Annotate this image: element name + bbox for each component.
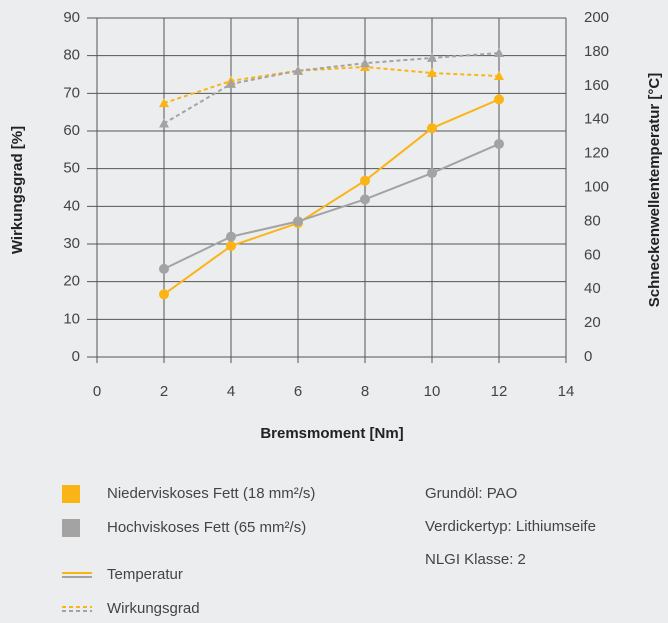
series-line xyxy=(163,143,500,270)
legend-label: Wirkungsgrad xyxy=(107,600,200,617)
x-axis-title: Bremsmoment [Nm] xyxy=(260,425,403,442)
y2-tick-label: 100 xyxy=(584,178,609,195)
marker xyxy=(159,98,169,108)
marker xyxy=(494,71,504,81)
legend-swatch xyxy=(62,519,80,537)
marker xyxy=(226,78,236,88)
marker xyxy=(226,240,236,251)
marker xyxy=(427,52,437,62)
x-tick-label: 2 xyxy=(160,383,168,400)
y2-tick-label: 0 xyxy=(584,348,592,365)
marker xyxy=(494,138,504,149)
marker xyxy=(494,48,504,58)
y-tick-label: 10 xyxy=(63,310,80,327)
y-axis-title: Wirkungsgrad [%] xyxy=(9,126,26,254)
marker xyxy=(427,123,437,134)
series-line xyxy=(163,98,500,296)
marker xyxy=(159,263,169,274)
x-tick-label: 0 xyxy=(93,383,101,400)
y-tick-label: 30 xyxy=(63,235,80,252)
x-tick-label: 10 xyxy=(424,383,441,400)
y-tick-label: 20 xyxy=(63,273,80,290)
series-line xyxy=(163,52,500,125)
marker xyxy=(159,289,169,300)
marker xyxy=(159,118,169,128)
y2-tick-label: 120 xyxy=(584,145,609,162)
x-tick-label: 6 xyxy=(294,383,302,400)
note: Grundöl: PAO xyxy=(425,485,517,502)
y2-tick-label: 200 xyxy=(584,9,609,26)
x-tick-label: 4 xyxy=(227,383,235,400)
marker xyxy=(360,194,370,205)
y-tick-label: 50 xyxy=(63,160,80,177)
y2-tick-label: 20 xyxy=(584,314,601,331)
legend-label: Hochviskoses Fett (65 mm²/s) xyxy=(107,519,306,536)
x-tick-label: 14 xyxy=(558,383,575,400)
legend-label: Temperatur xyxy=(107,566,183,583)
note: Verdickertyp: Lithiumseife xyxy=(425,518,596,535)
marker xyxy=(226,231,236,242)
y-tick-label: 0 xyxy=(72,348,80,365)
y2-tick-label: 40 xyxy=(584,280,601,297)
note: NLGI Klasse: 2 xyxy=(425,551,526,568)
y2-tick-label: 160 xyxy=(584,77,609,94)
marker xyxy=(427,168,437,179)
marker xyxy=(293,216,303,227)
y2-tick-label: 140 xyxy=(584,111,609,128)
y-tick-label: 90 xyxy=(63,9,80,26)
marker xyxy=(427,67,437,77)
y2-tick-label: 180 xyxy=(584,43,609,60)
marker xyxy=(360,58,370,68)
x-tick-label: 8 xyxy=(361,383,369,400)
marker xyxy=(360,175,370,186)
y2-tick-label: 60 xyxy=(584,246,601,263)
marker xyxy=(494,94,504,105)
y-tick-label: 70 xyxy=(63,84,80,101)
series-line xyxy=(163,65,500,105)
y-tick-label: 40 xyxy=(63,197,80,214)
y2-tick-label: 80 xyxy=(584,212,601,229)
y-tick-label: 60 xyxy=(63,122,80,139)
y-tick-label: 80 xyxy=(63,47,80,64)
marker xyxy=(293,65,303,75)
legend-label: Niederviskoses Fett (18 mm²/s) xyxy=(107,485,315,502)
x-tick-label: 12 xyxy=(491,383,508,400)
y2-axis-title: Schneckenwellentemperatur [°C] xyxy=(646,73,663,307)
legend-swatch xyxy=(62,485,80,503)
